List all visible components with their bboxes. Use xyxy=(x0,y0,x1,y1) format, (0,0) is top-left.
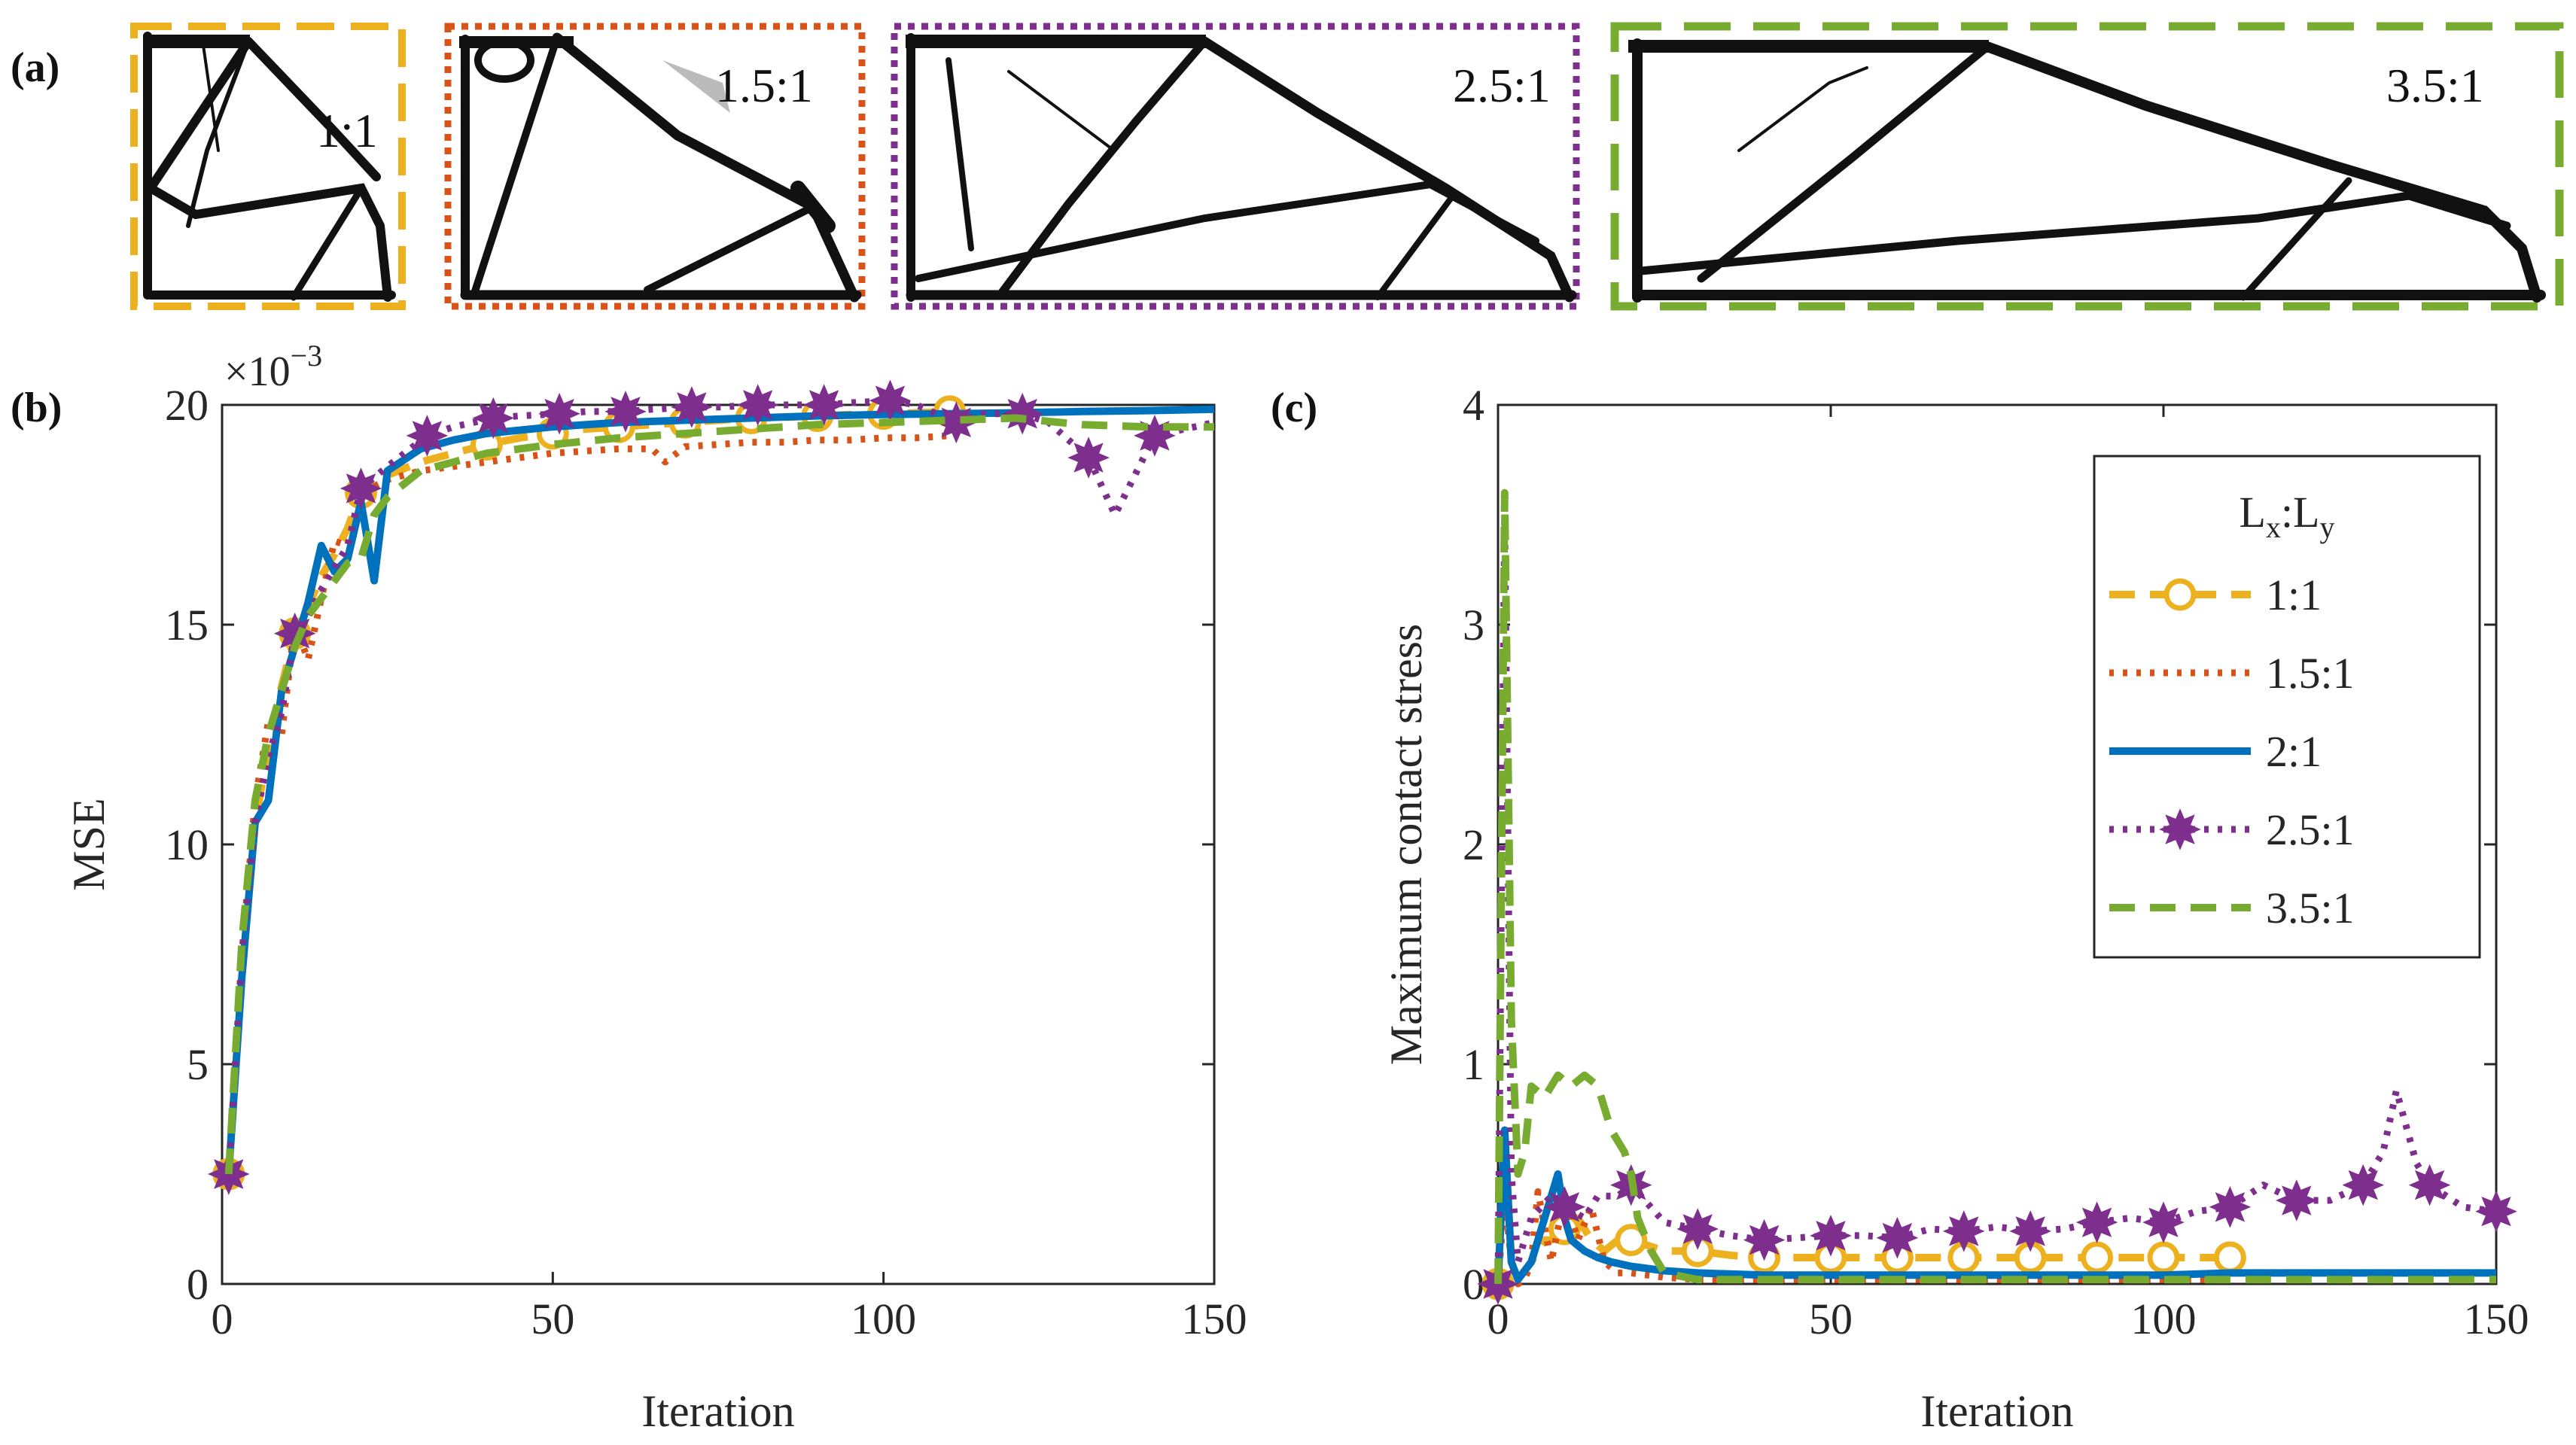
series-marker-2.5:1 xyxy=(340,467,382,510)
x-tick-label: 100 xyxy=(851,1294,916,1343)
series-marker-2.5:1 xyxy=(1743,1218,1786,1261)
panel-a-label: (a) xyxy=(11,44,59,91)
chart-b-ticks: 0 50 100 150 0 5 10 15 20 xyxy=(165,381,1247,1343)
legend-marker-2.5:1 xyxy=(2159,808,2201,850)
series-line-2:1 xyxy=(1494,1126,2496,1285)
series-marker-2.5:1 xyxy=(935,401,978,444)
structure-3: 2.5:1 xyxy=(891,23,1580,310)
series-marker-1:1 xyxy=(2147,1241,2180,1274)
y-tick-label: 3 xyxy=(1463,601,1484,649)
structure-4: 3.5:1 xyxy=(1610,22,2564,311)
x-tick-label: 150 xyxy=(2464,1294,2529,1343)
series-marker-2.5:1 xyxy=(406,415,449,457)
legend-entries: 1:1 1.5:1 2:1 2.5:1 3.5:1 xyxy=(2109,570,2355,932)
series-marker-2.5:1 xyxy=(1001,392,1044,435)
panel-b-label: (b) xyxy=(11,385,62,431)
x-tick-label: 150 xyxy=(1182,1294,1247,1343)
y-tick-label: 0 xyxy=(187,1260,209,1309)
legend-box xyxy=(2093,455,2481,959)
series-marker-2.5:1 xyxy=(2408,1164,2451,1206)
chart-b-scale-factor: ×10−3 xyxy=(224,339,322,395)
series-marker-1:1 xyxy=(2081,1241,2114,1274)
legend-label-2.5:1: 2.5:1 xyxy=(2266,805,2355,854)
y-tick-label: 1 xyxy=(1463,1040,1484,1089)
series-marker-2.5:1 xyxy=(1876,1216,1919,1259)
y-tick-label: 20 xyxy=(165,381,209,430)
series-marker-2.5:1 xyxy=(736,384,779,426)
series-marker-2.5:1 xyxy=(1067,437,1110,479)
series-marker-2.5:1 xyxy=(604,390,647,433)
panel-c-label: (c) xyxy=(1271,385,1317,431)
x-tick-label: 50 xyxy=(1809,1294,1853,1343)
chart-b-series xyxy=(208,379,1215,1195)
chart-b: 0 50 100 150 0 5 10 15 20 ×10−3 Iteration MSE xyxy=(64,339,1247,1436)
structure-1: 1:1 xyxy=(130,23,406,310)
y-tick-label: 5 xyxy=(187,1040,209,1089)
structure-1-label: 1:1 xyxy=(316,104,378,157)
x-tick-label: 50 xyxy=(531,1294,574,1343)
series-marker-2.5:1 xyxy=(802,384,845,426)
series-marker-2.5:1 xyxy=(2075,1201,2118,1243)
structure-4-members xyxy=(1628,38,2546,303)
structure-2: 1.5:1 xyxy=(444,23,866,310)
structure-2-members xyxy=(459,32,862,303)
series-marker-2.5:1 xyxy=(2142,1201,2185,1243)
series-marker-1:1 xyxy=(2213,1241,2246,1274)
chart-b-ylabel: MSE xyxy=(64,798,114,890)
series-marker-2.5:1 xyxy=(869,379,912,422)
series-marker-2.5:1 xyxy=(1676,1208,1719,1250)
legend-label-1:1: 1:1 xyxy=(2266,570,2322,619)
x-tick-label: 0 xyxy=(212,1294,233,1343)
chart-c-series xyxy=(1477,488,2517,1305)
series-marker-2.5:1 xyxy=(1942,1210,1985,1252)
series-marker-2.5:1 xyxy=(472,397,515,440)
series-line-3.5:1 xyxy=(1494,488,2496,1285)
series-marker-1:1 xyxy=(1615,1224,1648,1257)
series-marker-2.5:1 xyxy=(2009,1210,2052,1252)
chart-c-legend: Lx:Ly 1:1 1.5:1 2:1 2.5:1 3.5:1 xyxy=(2093,455,2481,959)
y-tick-label: 4 xyxy=(1463,381,1484,430)
series-marker-2.5:1 xyxy=(1543,1186,1586,1228)
legend-label-1.5:1: 1.5:1 xyxy=(2266,649,2355,698)
series-marker-2.5:1 xyxy=(538,392,580,435)
series-marker-2.5:1 xyxy=(2475,1190,2517,1233)
chart-c-xlabel: Iteration xyxy=(1920,1386,2073,1436)
x-tick-label: 100 xyxy=(2131,1294,2197,1343)
structure-3-label: 2.5:1 xyxy=(1453,59,1551,112)
series-marker-2.5:1 xyxy=(2342,1164,2384,1206)
y-tick-label: 15 xyxy=(165,601,209,649)
series-marker-2.5:1 xyxy=(2275,1179,2318,1221)
structure-2-label: 1.5:1 xyxy=(715,59,813,112)
legend-marker-1:1 xyxy=(2163,578,2197,611)
structure-3-members xyxy=(906,33,1577,303)
series-marker-2.5:1 xyxy=(671,386,713,428)
structure-4-label: 3.5:1 xyxy=(2386,59,2484,112)
series-marker-2.5:1 xyxy=(1810,1215,1852,1257)
structure-2-shade xyxy=(662,60,730,113)
structure-1-members xyxy=(143,32,396,302)
structure-1-frame xyxy=(130,23,406,310)
series-marker-2.5:1 xyxy=(2209,1186,2252,1228)
legend-title: Lx:Ly xyxy=(2240,488,2335,544)
legend-label-3.5:1: 3.5:1 xyxy=(2266,884,2355,932)
chart-b-axes-box xyxy=(221,403,1216,1285)
y-tick-label: 2 xyxy=(1463,820,1484,869)
chart-c-ylabel: Maximum contact stress xyxy=(1381,624,1431,1066)
chart-b-xlabel: Iteration xyxy=(641,1386,794,1436)
legend-label-2:1: 2:1 xyxy=(2266,727,2322,776)
y-tick-label: 10 xyxy=(165,820,209,869)
series-line-3.5:1 xyxy=(224,414,1214,1175)
